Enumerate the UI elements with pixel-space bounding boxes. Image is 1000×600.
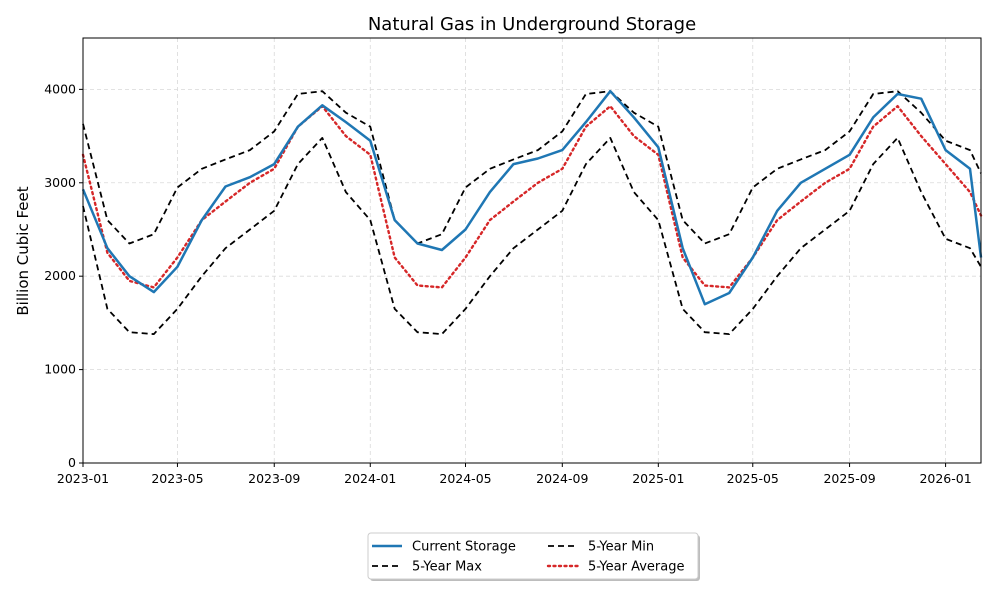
legend-label-5-year-average: 5-Year Average — [588, 560, 684, 575]
y-tick-label: 1000 — [44, 362, 76, 377]
legend-label-5-year-min: 5-Year Min — [588, 540, 654, 555]
y-tick-label: 0 — [68, 455, 76, 470]
y-tick-label: 2000 — [44, 268, 76, 283]
chart-title: Natural Gas in Underground Storage — [368, 14, 696, 35]
x-tick-label: 2025-01 — [632, 471, 684, 486]
axes: 0 1000 2000 3000 4000 2023-01 2023-05 2023-09 20… — [44, 37, 982, 486]
x-tick-label: 2024-05 — [439, 471, 491, 486]
y-tick-label: 3000 — [44, 175, 76, 190]
series-line-5-year-average — [81, 104, 983, 289]
x-tick-label: 2025-05 — [727, 471, 779, 486]
x-tick-label: 2023-05 — [151, 471, 203, 486]
x-tick-label: 2023-01 — [57, 471, 109, 486]
legend-label-current-storage: Current Storage — [412, 540, 516, 555]
x-tick-label: 2024-09 — [536, 471, 588, 486]
x-tick-label: 2024-01 — [344, 471, 396, 486]
legend: Current Storage 5-Year Max 5-Year Min 5-Yea… — [367, 532, 700, 581]
x-tick-label: 2025-09 — [823, 471, 875, 486]
plot-frame — [82, 37, 982, 464]
series-layer — [81, 89, 983, 336]
x-tick-label: 2026-01 — [919, 471, 971, 486]
legend-box — [367, 532, 699, 580]
series-line-5-year-max — [82, 90, 982, 245]
y-axis-label: Billion Cubic Feet — [14, 186, 32, 315]
y-tick-label: 4000 — [44, 81, 76, 96]
series-line-5-year-min — [82, 136, 982, 336]
series-line-current-storage — [81, 89, 983, 306]
x-tick-label: 2023-09 — [248, 471, 300, 486]
legend-label-5-year-max: 5-Year Max — [412, 560, 482, 575]
